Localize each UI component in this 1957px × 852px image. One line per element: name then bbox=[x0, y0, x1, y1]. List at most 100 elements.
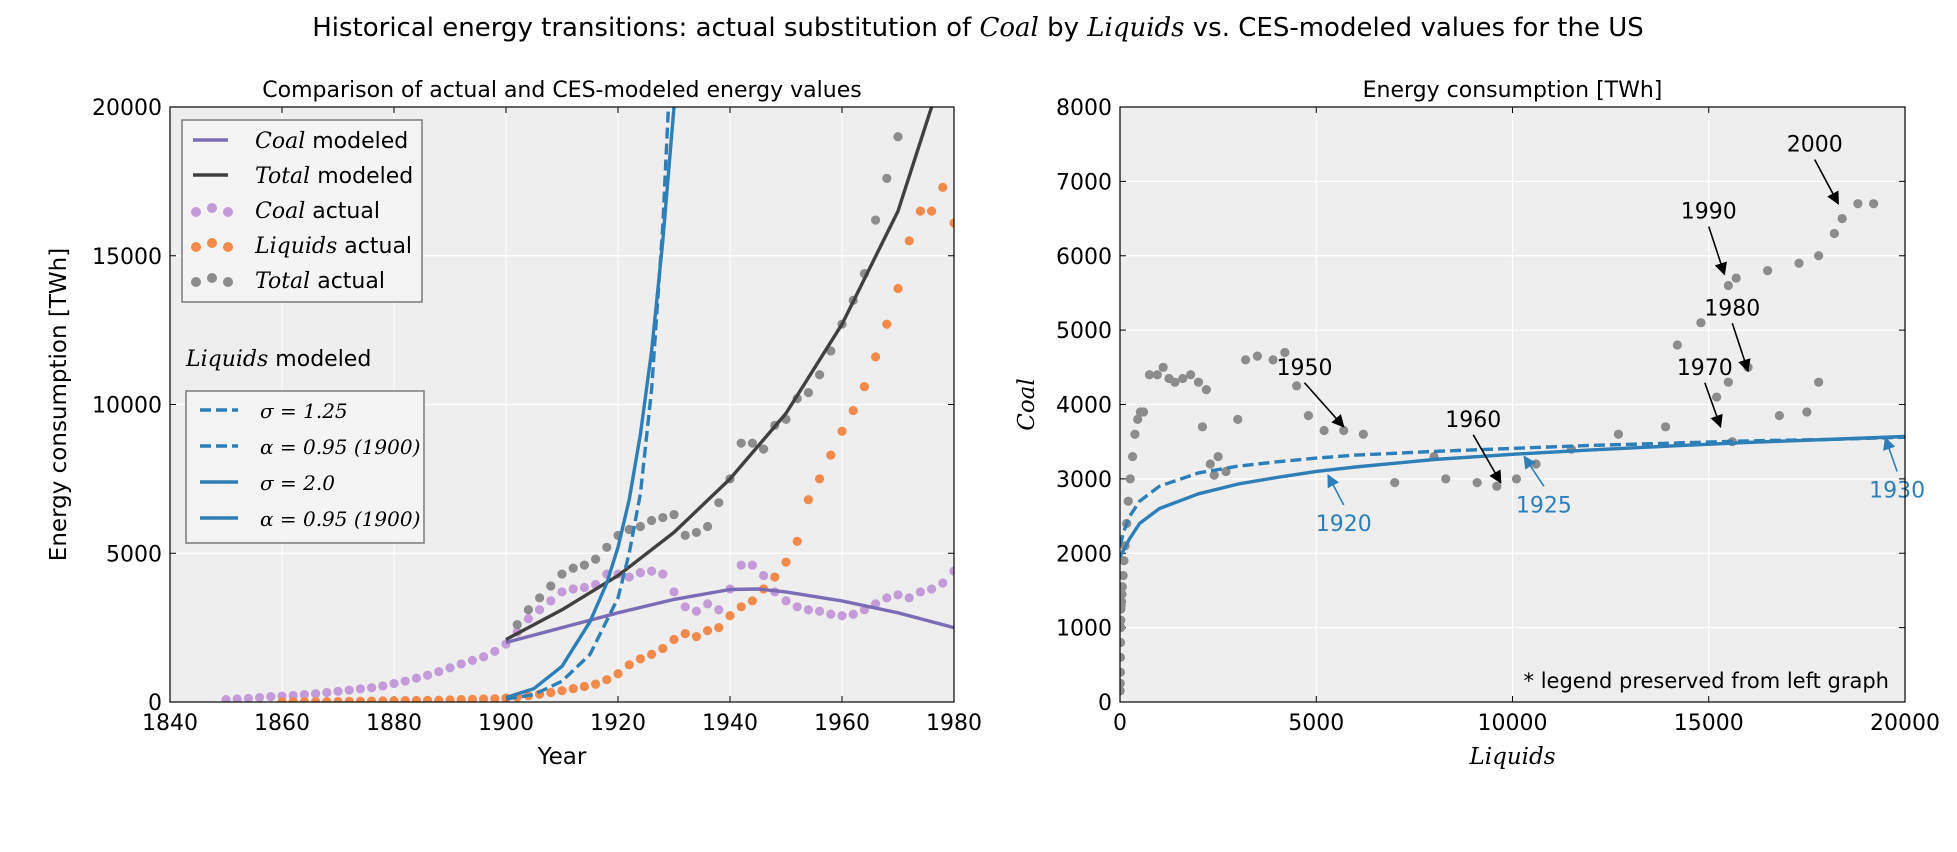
left-chart: 1840 1860 1880 1900 1920 1940 1960 1980 0 5000 100… bbox=[46, 78, 982, 770]
data-point bbox=[904, 236, 914, 246]
annotation-arrow bbox=[1472, 434, 1502, 484]
figure-title-liquids: Liquids bbox=[1086, 13, 1184, 43]
x-tick-label: 1880 bbox=[366, 711, 422, 736]
data-point bbox=[680, 530, 690, 541]
y-tick-label: 0 bbox=[1098, 691, 1112, 716]
y-tick-label: 0 bbox=[148, 691, 162, 716]
series-line bbox=[1120, 434, 1905, 558]
data-point bbox=[1158, 362, 1168, 372]
data-point bbox=[658, 512, 668, 523]
y-tick-label: 4000 bbox=[1056, 394, 1112, 419]
legend-dot-swatch bbox=[223, 277, 233, 287]
data-point bbox=[411, 673, 421, 683]
data-point bbox=[1120, 667, 1125, 677]
x-tick-label: 20000 bbox=[1870, 711, 1940, 736]
x-tick-label: 1920 bbox=[590, 711, 646, 736]
data-point bbox=[1696, 318, 1706, 328]
data-point bbox=[882, 593, 892, 603]
data-point bbox=[680, 602, 690, 612]
series-line bbox=[505, 107, 676, 700]
data-point bbox=[490, 694, 500, 702]
data-point bbox=[1531, 459, 1541, 469]
y-tick-label: 3000 bbox=[1056, 468, 1112, 493]
plot-frame bbox=[1119, 106, 1906, 703]
data-point bbox=[837, 611, 847, 621]
annotation-arrow bbox=[1814, 159, 1839, 205]
data-point bbox=[1193, 377, 1204, 387]
figure-title-coal: Coal bbox=[979, 13, 1038, 43]
data-point bbox=[1120, 623, 1126, 633]
data-point bbox=[333, 686, 343, 696]
data-point bbox=[1144, 370, 1155, 380]
data-point bbox=[1774, 411, 1784, 421]
data-point bbox=[1814, 251, 1824, 261]
legend-entry-text: actual bbox=[305, 199, 380, 224]
data-point bbox=[792, 536, 802, 546]
data-point bbox=[423, 670, 433, 680]
data-point bbox=[579, 560, 590, 570]
data-point bbox=[714, 498, 724, 508]
legend-dot-swatch bbox=[207, 203, 217, 213]
data-point bbox=[378, 696, 388, 702]
legend-dot-swatch bbox=[207, 238, 217, 248]
data-point bbox=[815, 474, 825, 484]
data-point bbox=[893, 132, 903, 142]
legend-entry: Liquids actual bbox=[254, 234, 412, 259]
data-point bbox=[1178, 373, 1188, 384]
x-tick-label: 1900 bbox=[478, 711, 534, 736]
data-point bbox=[624, 524, 634, 535]
data-point bbox=[479, 652, 489, 662]
data-point bbox=[703, 599, 713, 609]
annotation-label: 1960 bbox=[1445, 408, 1501, 433]
data-point bbox=[490, 646, 500, 657]
data-point bbox=[367, 683, 377, 693]
legend-entry: Coal actual bbox=[255, 199, 380, 224]
legend-dot-swatch bbox=[191, 242, 201, 252]
annotation-arrow bbox=[1327, 474, 1345, 506]
right-plot-area bbox=[1120, 199, 1905, 696]
data-point bbox=[557, 587, 567, 597]
annotation-label: 1925 bbox=[1516, 493, 1572, 518]
y-tick-label: 8000 bbox=[1056, 96, 1112, 121]
data-point bbox=[1127, 451, 1138, 462]
data-point bbox=[1292, 381, 1302, 391]
legend-heading-math: Liquids bbox=[185, 347, 268, 372]
y-axis-label: Coal bbox=[1014, 378, 1040, 431]
data-point bbox=[826, 450, 836, 460]
series-liquids-actual bbox=[277, 182, 954, 702]
data-point bbox=[736, 602, 746, 612]
x-tick-label: 15000 bbox=[1674, 711, 1744, 736]
y-tick-label: 2000 bbox=[1056, 542, 1112, 567]
data-point bbox=[781, 596, 791, 606]
data-point bbox=[848, 405, 858, 416]
data-point bbox=[1252, 351, 1262, 361]
data-point bbox=[389, 678, 399, 689]
legend-entry-text: modeled bbox=[310, 164, 413, 189]
annotation-label: 1980 bbox=[1704, 296, 1760, 321]
data-point bbox=[456, 659, 466, 669]
x-tick-label: 1840 bbox=[142, 711, 198, 736]
data-point bbox=[658, 643, 668, 654]
data-point bbox=[949, 218, 954, 228]
legend-entry-math: Liquids bbox=[254, 234, 337, 259]
x-tick-label: 5000 bbox=[1288, 711, 1344, 736]
annotation-arrow bbox=[1523, 455, 1545, 487]
data-point bbox=[635, 521, 646, 532]
data-point bbox=[1660, 422, 1671, 432]
data-point bbox=[299, 697, 309, 702]
data-point bbox=[781, 557, 791, 567]
x-axis-label: Liquids bbox=[1468, 744, 1555, 770]
x-tick-label: 1940 bbox=[702, 711, 758, 736]
annotation-label: 1950 bbox=[1276, 356, 1332, 381]
data-point bbox=[691, 527, 702, 538]
legend-dot-swatch bbox=[191, 277, 201, 287]
data-point bbox=[1123, 496, 1133, 506]
data-point bbox=[1280, 347, 1290, 358]
data-point bbox=[848, 609, 858, 619]
data-point bbox=[546, 581, 556, 591]
plot-frame bbox=[169, 106, 955, 703]
series-actual bbox=[1120, 199, 1879, 696]
data-point bbox=[568, 563, 578, 573]
data-point bbox=[703, 521, 713, 532]
data-point bbox=[467, 694, 477, 702]
